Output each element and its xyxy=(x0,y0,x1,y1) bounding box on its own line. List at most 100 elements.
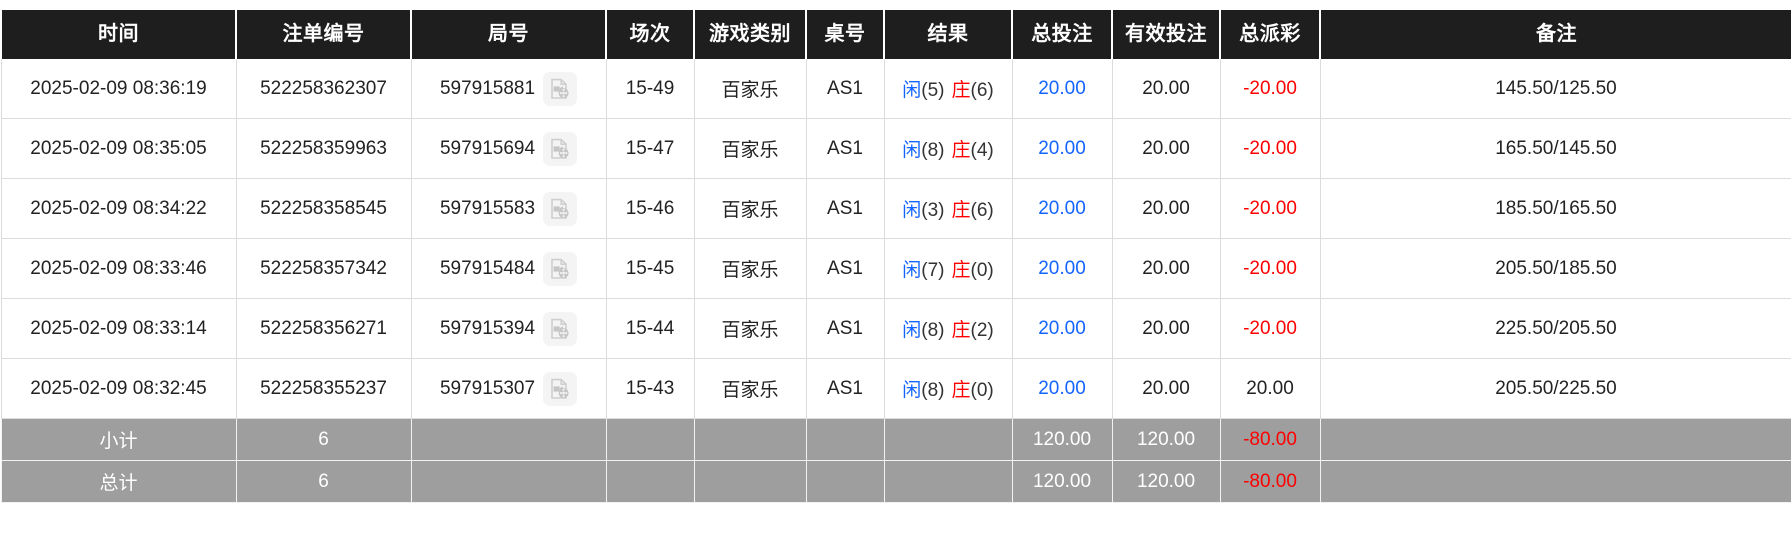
player-points: (5) xyxy=(921,80,945,101)
player-points: (8) xyxy=(921,140,945,161)
payout-value: -20.00 xyxy=(1243,257,1297,279)
table-body: 2025-02-09 08:36:19 522258362307 597915881… xyxy=(0,59,1791,503)
cell-time: 2025-02-09 08:35:05 xyxy=(0,118,237,179)
table-row[interactable]: 2025-02-09 08:35:05 522258359963 597915694… xyxy=(0,118,1791,179)
column-header-time[interactable]: 时间 xyxy=(0,10,237,59)
table-row[interactable]: 2025-02-09 08:34:22 522258358545 597915583… xyxy=(0,178,1791,239)
video-replay-icon[interactable] xyxy=(543,251,578,286)
result-value: 闲(8) 庄(4) xyxy=(902,140,994,161)
total_bet-value: 20.00 xyxy=(1038,137,1086,159)
cell-total_bet: 20.00 xyxy=(1012,178,1113,239)
banker-label: 庄 xyxy=(951,200,971,221)
player-label: 闲 xyxy=(902,320,922,341)
cell-remark: 225.50/205.50 xyxy=(1320,298,1791,359)
cell-result: 闲(8) 庄(0) xyxy=(884,358,1013,419)
column-header-table_no[interactable]: 桌号 xyxy=(806,10,885,59)
cell-valid_bet: 20.00 xyxy=(1112,298,1221,359)
payout-value: 20.00 xyxy=(1246,377,1294,399)
summary-label: 总计 xyxy=(0,460,237,503)
time-value: 2025-02-09 08:33:14 xyxy=(30,317,207,339)
cell-bet_id: 522258356271 xyxy=(236,298,412,359)
column-header-remark[interactable]: 备注 xyxy=(1320,10,1791,59)
summary-empty-result xyxy=(884,418,1013,461)
summary-empty-result xyxy=(884,460,1013,503)
cell-valid_bet: 20.00 xyxy=(1112,59,1221,119)
cell-result: 闲(8) 庄(2) xyxy=(884,298,1013,359)
remark-value: 205.50/185.50 xyxy=(1495,257,1617,279)
column-header-valid_bet[interactable]: 有效投注 xyxy=(1112,10,1221,59)
banker-points: (2) xyxy=(970,320,994,341)
cell-table_no: AS1 xyxy=(806,238,885,299)
cell-game_type: 百家乐 xyxy=(694,59,807,119)
table-row[interactable]: 2025-02-09 08:32:45 522258355237 597915307… xyxy=(0,358,1791,419)
column-header-game_type[interactable]: 游戏类别 xyxy=(694,10,807,59)
cell-session: 15-44 xyxy=(606,298,695,359)
table_no-value: AS1 xyxy=(827,137,863,159)
column-header-bet_id[interactable]: 注单编号 xyxy=(236,10,412,59)
table_no-value: AS1 xyxy=(827,77,863,99)
cell-bet_id: 522258358545 xyxy=(236,178,412,239)
cell-valid_bet: 20.00 xyxy=(1112,358,1221,419)
video-replay-icon[interactable] xyxy=(543,311,578,346)
table-row[interactable]: 2025-02-09 08:33:14 522258356271 597915394… xyxy=(0,298,1791,359)
cell-total_bet: 20.00 xyxy=(1012,118,1113,179)
valid_bet-value: 20.00 xyxy=(1142,77,1190,99)
summary-row: 总计 6 120.00 120.00 -80.00 xyxy=(0,460,1791,503)
session-value: 15-47 xyxy=(625,137,675,159)
betting-records-table: 时间 注单编号 局号 场次 游戏类别 桌号 结果 总投注 有效投注 总派彩 备注 2025-02-0… xyxy=(0,10,1791,503)
column-header-round_no[interactable]: 局号 xyxy=(411,10,607,59)
cell-game_type: 百家乐 xyxy=(694,358,807,419)
cell-bet_id: 522258355237 xyxy=(236,358,412,419)
cell-result: 闲(7) 庄(0) xyxy=(884,238,1013,299)
valid_bet-value: 20.00 xyxy=(1142,197,1190,219)
session-value: 15-46 xyxy=(625,197,675,219)
summary-count: 6 xyxy=(236,460,412,503)
table-header: 时间 注单编号 局号 场次 游戏类别 桌号 结果 总投注 有效投注 总派彩 备注 xyxy=(0,10,1791,59)
cell-table_no: AS1 xyxy=(806,59,885,119)
cell-valid_bet: 20.00 xyxy=(1112,118,1221,179)
player-label: 闲 xyxy=(902,200,922,221)
cell-total_bet: 20.00 xyxy=(1012,59,1113,119)
cell-round_no: 597915694 xyxy=(411,118,607,179)
time-value: 2025-02-09 08:32:45 xyxy=(30,377,207,399)
player-label: 闲 xyxy=(902,380,922,401)
summary-empty-remark xyxy=(1320,460,1791,503)
table-row[interactable]: 2025-02-09 08:33:46 522258357342 597915484… xyxy=(0,238,1791,299)
cell-round_no: 597915394 xyxy=(411,298,607,359)
banker-points: (6) xyxy=(970,80,994,101)
cell-bet_id: 522258357342 xyxy=(236,238,412,299)
result-value: 闲(7) 庄(0) xyxy=(902,260,994,281)
column-header-payout[interactable]: 总派彩 xyxy=(1220,10,1321,59)
banker-points: (4) xyxy=(970,140,994,161)
cell-game_type: 百家乐 xyxy=(694,178,807,239)
cell-valid_bet: 20.00 xyxy=(1112,238,1221,299)
column-header-result[interactable]: 结果 xyxy=(884,10,1013,59)
summary-empty-session xyxy=(606,418,695,461)
banker-label: 庄 xyxy=(951,140,971,161)
cell-payout: -20.00 xyxy=(1220,118,1321,179)
summary-payout: -80.00 xyxy=(1220,418,1321,461)
banker-label: 庄 xyxy=(951,260,971,281)
video-replay-icon[interactable] xyxy=(543,371,578,406)
cell-remark: 205.50/225.50 xyxy=(1320,358,1791,419)
player-label: 闲 xyxy=(902,260,922,281)
summary-empty-game_type xyxy=(694,460,807,503)
cell-result: 闲(8) 庄(4) xyxy=(884,118,1013,179)
header-row: 时间 注单编号 局号 场次 游戏类别 桌号 结果 总投注 有效投注 总派彩 备注 xyxy=(0,10,1791,59)
cell-remark: 185.50/165.50 xyxy=(1320,178,1791,239)
banker-points: (6) xyxy=(970,200,994,221)
total_bet-value: 20.00 xyxy=(1038,257,1086,279)
column-header-total_bet[interactable]: 总投注 xyxy=(1012,10,1113,59)
banker-label: 庄 xyxy=(951,320,971,341)
cell-session: 15-47 xyxy=(606,118,695,179)
cell-round_no: 597915307 xyxy=(411,358,607,419)
player-points: (7) xyxy=(921,260,945,281)
video-replay-icon[interactable] xyxy=(543,191,578,226)
time-value: 2025-02-09 08:34:22 xyxy=(30,197,207,219)
table-row[interactable]: 2025-02-09 08:36:19 522258362307 597915881… xyxy=(0,59,1791,119)
column-header-session[interactable]: 场次 xyxy=(606,10,695,59)
video-replay-icon[interactable] xyxy=(543,131,578,166)
video-replay-icon[interactable] xyxy=(543,71,578,106)
summary-empty-session xyxy=(606,460,695,503)
summary-total-bet: 120.00 xyxy=(1012,460,1113,503)
